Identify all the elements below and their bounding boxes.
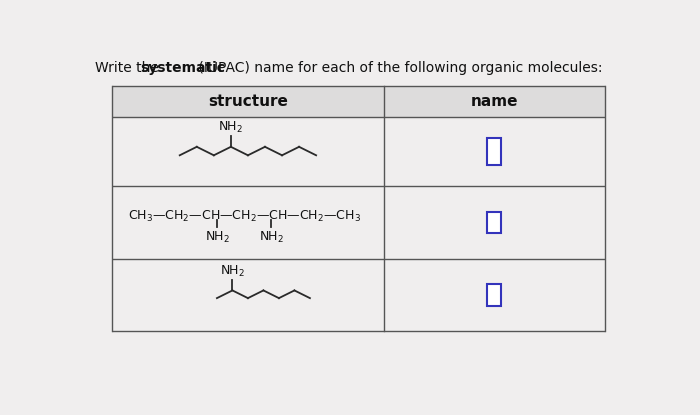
Text: (IUPAC) name for each of the following organic molecules:: (IUPAC) name for each of the following o… (195, 61, 603, 76)
Bar (487, 284, 501, 306)
Text: name: name (470, 94, 518, 109)
Text: NH$_2$: NH$_2$ (258, 229, 284, 245)
Text: Write the: Write the (95, 61, 164, 76)
Bar (112, 86, 606, 117)
Text: systematic: systematic (140, 61, 225, 76)
Text: NH$_2$: NH$_2$ (220, 264, 245, 279)
Bar (487, 138, 501, 164)
Bar (487, 212, 501, 234)
Bar (112, 86, 606, 331)
Text: CH$_3$—CH$_2$—CH—CH$_2$—CH—CH$_2$—CH$_3$: CH$_3$—CH$_2$—CH—CH$_2$—CH—CH$_2$—CH$_3$ (127, 209, 360, 224)
Text: structure: structure (208, 94, 288, 109)
Text: NH$_2$: NH$_2$ (204, 229, 230, 245)
Text: NH$_2$: NH$_2$ (218, 120, 244, 135)
